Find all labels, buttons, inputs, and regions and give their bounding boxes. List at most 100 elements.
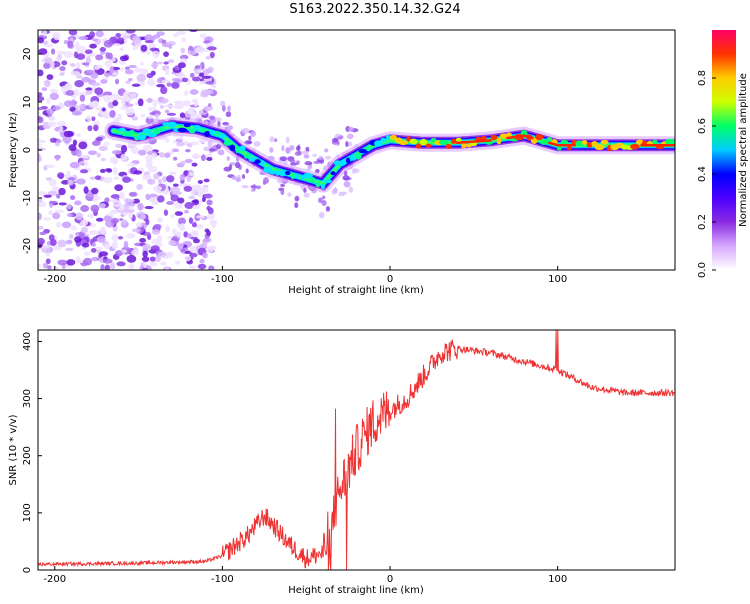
spectrogram-scatter-blob <box>318 211 325 219</box>
spectrogram-noise-blob <box>188 217 194 224</box>
spectrogram-hot-spot <box>177 127 188 133</box>
spectrogram-noise-blob <box>166 82 172 87</box>
spectrogram-noise-blob <box>141 256 150 263</box>
spectrogram-noise-blob <box>160 98 169 104</box>
spectrogram-noise-blob <box>190 141 200 146</box>
spectrogram-noise-blob <box>165 138 170 143</box>
spectrogram-noise-blob <box>92 38 98 42</box>
spectrogram-noise-blob <box>58 125 64 132</box>
spectrogram-noise-blob <box>67 177 76 181</box>
spectrogram-noise-blob <box>75 212 84 221</box>
spectrogram-noise-blob <box>145 159 153 166</box>
snr-panel: -200 -100 0 100 0 100 200 300 400 Height of str… <box>8 329 676 596</box>
snr-y-tick-label: 0 <box>22 567 33 573</box>
spectrogram-hot-spot <box>380 137 387 143</box>
spectrogram-scatter-blob <box>208 103 212 107</box>
spectrogram-noise-blob <box>191 98 198 103</box>
spectrogram-noise-blob <box>91 242 97 247</box>
spectrogram-scatter-blob <box>235 177 242 183</box>
spectrogram-noise-blob <box>109 156 119 164</box>
snr-y-tick-label: 100 <box>22 503 33 522</box>
spectrogram-noise-blob <box>52 105 61 111</box>
spectrogram-scatter-blob <box>280 188 285 195</box>
spectrogram-hot-spot <box>438 139 449 145</box>
spectrogram-noise-blob <box>153 223 162 230</box>
spectrogram-noise-blob <box>121 144 128 153</box>
spectrogram-noise-blob <box>166 201 174 205</box>
spectrogram-noise-blob <box>50 88 59 94</box>
spectrogram-noise-blob <box>48 116 56 121</box>
spectrogram-noise-blob <box>139 214 146 220</box>
spectrogram-noise-blob <box>191 162 198 167</box>
spectrogram-scatter-blob <box>343 181 351 188</box>
spectrogram-noise-blob <box>44 44 54 48</box>
spectrogram-hot-spot <box>183 123 191 128</box>
spectrogram-noise-blob <box>142 174 152 181</box>
spectrogram-noise-blob <box>164 109 170 114</box>
spectrogram-noise-blob <box>41 245 51 249</box>
spectrogram-noise-blob <box>117 113 122 121</box>
spectrogram-hot-spot <box>219 133 226 139</box>
spectrogram-scatter-blob <box>351 168 356 174</box>
spectrogram-noise-blob <box>174 79 183 83</box>
spectrogram-noise-blob <box>176 231 182 238</box>
spectrogram-noise-blob <box>69 63 76 67</box>
spectrogram-noise-blob <box>189 246 195 253</box>
spectrogram-hot-spot <box>535 134 544 141</box>
spectrogram-noise-blob <box>64 83 71 89</box>
spectrogram-hot-spot <box>594 144 605 151</box>
spectrogram-noise-blob <box>204 193 213 199</box>
spectrogram-noise-blob <box>118 96 124 101</box>
spectrogram-noise-blob <box>140 61 145 66</box>
spectrogram-noise-blob <box>174 201 184 209</box>
spectrogram-noise-blob <box>145 50 151 55</box>
spectrogram-noise-blob <box>38 92 43 97</box>
spectrogram-scatter-blob <box>274 138 278 143</box>
spectrogram-noise-blob <box>110 93 120 101</box>
spectrogram-noise-blob <box>58 202 67 206</box>
spectrogram-hot-spot <box>398 140 409 146</box>
spectrogram-hot-spot <box>652 139 658 145</box>
spectrogram-noise-blob <box>180 222 185 230</box>
spectrogram-noise-blob <box>198 80 207 85</box>
spectrogram-scatter-blob <box>245 168 249 174</box>
spectrogram-noise-blob <box>142 250 148 258</box>
spectrogram-noise-blob <box>65 247 74 252</box>
spectrogram-noise-blob <box>38 116 44 124</box>
spectrogram-scatter-blob <box>289 159 296 163</box>
figure-title: S163.2022.350.14.32.G24 <box>289 2 460 17</box>
spectrogram-noise-blob <box>92 197 98 202</box>
spectrogram-hot-spot <box>520 129 528 136</box>
spectrogram-hot-spot <box>546 137 553 143</box>
spectrogram-noise-blob <box>83 186 89 194</box>
spectrogram-noise-blob <box>144 205 154 210</box>
spectrogram-noise-blob <box>126 232 136 239</box>
spectrogram-noise-blob <box>131 228 141 233</box>
spectrogram-scatter-blob <box>225 111 232 118</box>
spectrogram-noise-blob <box>172 33 179 38</box>
colorbar-label: Normalized spectral amplitude <box>738 73 749 227</box>
spectrogram-x-ticks: -200 -100 0 100 <box>43 266 567 285</box>
spectrogram-noise-blob <box>52 266 59 270</box>
spectrogram-noise-blob <box>103 176 113 184</box>
spectrogram-noise-blob <box>189 114 198 120</box>
spectrogram-noise-blob <box>161 175 168 183</box>
spectrogram-noise-blob <box>95 30 104 38</box>
spectrogram-scatter-blob <box>285 136 290 144</box>
spectrogram-noise-blob <box>168 240 176 246</box>
spectrogram-scatter-blob <box>222 121 230 126</box>
spectrogram-noise-blob <box>146 98 154 103</box>
spectrogram-noise-blob <box>117 37 125 42</box>
spectrogram-noise-blob <box>109 199 119 203</box>
spectrogram-hot-spot <box>539 140 549 145</box>
spectrogram-noise-blob <box>173 104 181 109</box>
spectrogram-noise-blob <box>38 107 44 111</box>
spectrogram-noise-blob <box>102 258 113 264</box>
spectrogram-noise-blob <box>95 136 103 142</box>
spectrogram-noise-blob <box>171 148 180 153</box>
spectrogram-scatter-blob <box>217 149 225 156</box>
spectrogram-scatter-blob <box>294 202 299 209</box>
spectrogram-noise-blob <box>179 173 186 181</box>
spectrogram-noise-blob <box>74 80 84 88</box>
spectrogram-noise-blob <box>74 200 82 206</box>
